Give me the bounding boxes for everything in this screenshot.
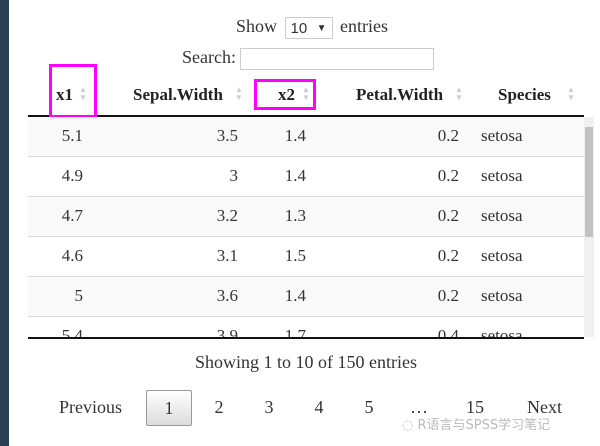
table-cell: 3.2	[216, 206, 238, 225]
table-cell: 1.4	[284, 286, 306, 305]
table-cell: 4.7	[61, 206, 83, 225]
page-button-3[interactable]: 3	[264, 397, 274, 417]
table-cell: 3	[229, 166, 239, 185]
sort-icon[interactable]: ▲ ▼	[302, 85, 310, 102]
sort-icon[interactable]: ▲ ▼	[235, 85, 243, 102]
left-panel-edge	[0, 0, 9, 446]
page-length-value: 10	[290, 19, 308, 37]
column-header-x1[interactable]: x1	[56, 75, 73, 115]
table-row[interactable]: 4.6 3.1 1.5 0.2 setosa	[28, 237, 584, 277]
table-cell: 0.2	[437, 286, 459, 305]
highlight-box-x1	[49, 64, 97, 118]
page-length-select[interactable]: 10 ▼	[284, 16, 333, 39]
table-info: Showing 1 to 10 of 150 entries	[195, 352, 417, 372]
table-cell: 0.2	[437, 126, 459, 145]
scrollbar-thumb[interactable]	[585, 127, 593, 237]
table-cell: 0.2	[437, 246, 459, 265]
table-header: x1 ▲ ▼ Sepal.Width ▲ ▼ x2 ▲ ▼ Petal.Width ▲…	[28, 75, 584, 117]
table-row[interactable]: 5.4 3.9 1.7 0.4 setosa	[28, 317, 584, 339]
vertical-scrollbar[interactable]	[584, 117, 594, 337]
table-cell: setosa	[481, 286, 523, 305]
page-button-15[interactable]: 15	[466, 397, 484, 417]
length-menu: Show 10 ▼ entries	[12, 16, 600, 39]
search-label: Search:	[182, 47, 236, 67]
dropdown-arrow-icon: ▼	[316, 22, 327, 34]
table-cell: setosa	[481, 206, 523, 225]
table-cell: 0.2	[437, 166, 459, 185]
page-button-4[interactable]: 4	[314, 397, 324, 417]
watermark-text: R语言与SPSS学习笔记	[417, 418, 551, 433]
table-cell: 5.4	[61, 326, 83, 339]
table-cell: 3.6	[216, 286, 238, 305]
table-cell: setosa	[481, 326, 523, 339]
column-header-sepal-width[interactable]: Sepal.Width	[133, 75, 223, 115]
table-cell: setosa	[481, 126, 523, 145]
column-header-species[interactable]: Species	[498, 75, 551, 115]
table-cell: 0.4	[437, 326, 459, 339]
sort-icon[interactable]: ▲ ▼	[567, 85, 575, 102]
table-cell: 4.9	[61, 166, 83, 185]
table-row[interactable]: 4.9 3 1.4 0.2 setosa	[28, 157, 584, 197]
table-cell: 3.1	[216, 246, 238, 265]
watermark: ◌ R语言与SPSS学习笔记	[402, 418, 551, 433]
table-cell: 5	[74, 286, 84, 305]
page-button-1[interactable]: 1	[146, 390, 192, 426]
next-button[interactable]: Next	[527, 397, 562, 417]
header-label: x2	[278, 85, 295, 104]
table-cell: 1.4	[284, 126, 306, 145]
table-cell: 5.1	[61, 126, 83, 145]
show-label: Show	[236, 16, 278, 36]
table-cell: setosa	[481, 246, 523, 265]
table-cell: 1.7	[284, 326, 306, 339]
table-row[interactable]: 5.1 3.5 1.4 0.2 setosa	[28, 117, 584, 157]
highlight-box-x2	[254, 79, 316, 110]
table-cell: 0.2	[437, 206, 459, 225]
table-cell: 1.3	[284, 206, 306, 225]
previous-button[interactable]: Previous	[59, 397, 122, 417]
entries-label: entries	[340, 16, 388, 36]
page-button-5[interactable]: 5	[364, 397, 374, 417]
header-label: x1	[56, 85, 73, 104]
header-label: Sepal.Width	[133, 85, 223, 104]
column-header-petal-width[interactable]: Petal.Width	[356, 75, 443, 115]
table-cell: 3.9	[216, 326, 238, 339]
table-cell: setosa	[481, 166, 523, 185]
table-row[interactable]: 5 3.6 1.4 0.2 setosa	[28, 277, 584, 317]
search-input[interactable]	[239, 47, 434, 70]
page-button-2[interactable]: 2	[214, 397, 224, 417]
table-body: 5.1 3.5 1.4 0.2 setosa 4.9 3 1.4 0.2 setosa 4.7 3.2…	[28, 117, 584, 339]
search-box: Search:	[182, 47, 434, 70]
table-row[interactable]: 4.7 3.2 1.3 0.2 setosa	[28, 197, 584, 237]
pagination-ellipsis: …	[410, 397, 428, 417]
header-label: Species	[498, 85, 551, 104]
table-cell: 4.6	[61, 246, 83, 265]
sort-icon[interactable]: ▲ ▼	[79, 85, 87, 102]
table-cell: 1.5	[284, 246, 306, 265]
table-cell: 3.5	[216, 126, 238, 145]
table-cell: 1.4	[284, 166, 306, 185]
header-label: Petal.Width	[356, 85, 444, 104]
column-header-x2[interactable]: x2	[278, 75, 295, 115]
sort-icon[interactable]: ▲ ▼	[455, 85, 463, 102]
